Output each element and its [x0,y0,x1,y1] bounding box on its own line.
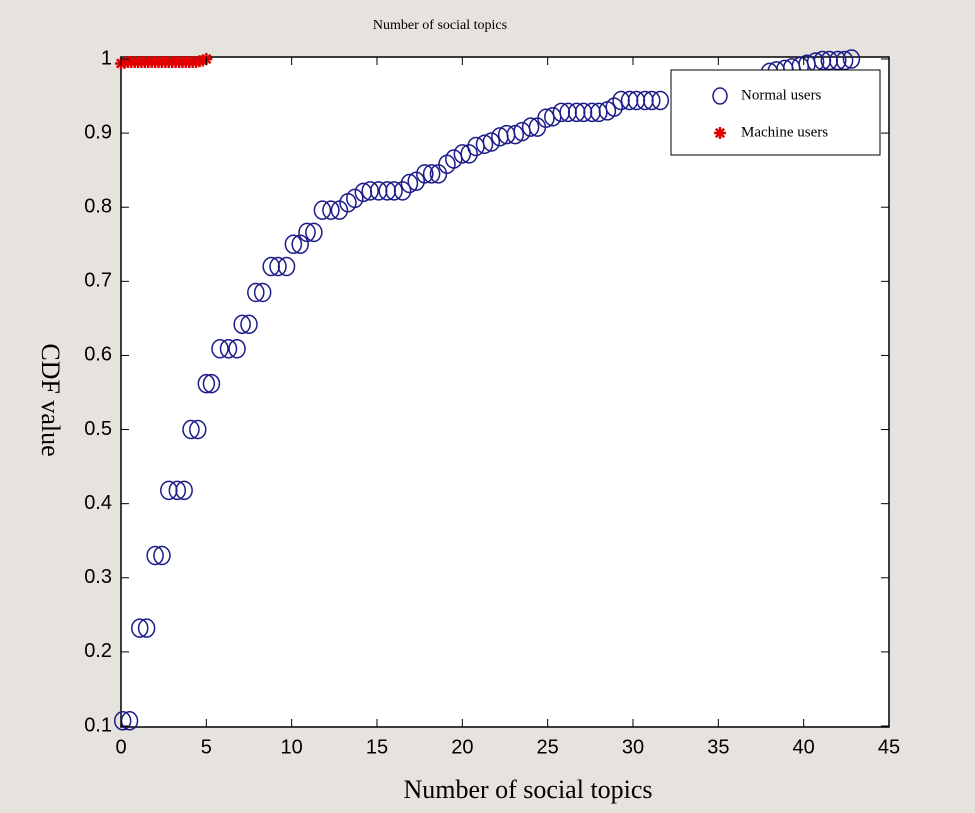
y-tick-label: 0.5 [84,418,112,440]
circle-point [175,480,193,501]
circle-point [247,282,265,303]
y-tick-label: 0.9 [84,121,112,143]
circle-point [219,339,238,359]
y-tick-label: 1 [101,47,112,69]
x-tick-label: 40 [793,736,815,758]
legend-label: Machine users [741,124,828,140]
x-tick-label: 20 [451,736,473,758]
circle-point [400,173,419,194]
x-tick-label: 10 [281,736,303,758]
y-axis-label: CDF value [36,343,65,456]
circle-point [298,222,316,243]
legend-marker [714,127,726,139]
circle-point [120,711,139,731]
x-tick-label: 45 [878,736,900,758]
circle-point [361,181,379,201]
circle-point [113,711,132,731]
circle-point [460,144,478,164]
circle-point [643,90,661,111]
circle-point [197,373,216,394]
circle-point [346,188,364,209]
circle-point [651,90,670,111]
circle-point [182,419,200,440]
legend-label: Normal users [741,87,822,103]
circle-point [385,181,403,201]
x-axis-label: Number of social topics [403,775,652,804]
y-tick-label: 0.6 [84,344,112,366]
circle-point [835,50,854,71]
circle-point [422,164,441,184]
chart-title: Number of social topics [373,18,507,33]
plot-area [120,56,890,728]
circle-point [137,618,156,638]
circle-point [521,117,540,137]
circle-point [277,256,296,277]
circle-point [269,256,287,277]
circle-point [189,419,207,440]
marks [113,49,861,731]
circle-point [168,480,187,501]
circle-point [829,50,847,71]
y-tick-label: 0.2 [84,640,112,662]
circle-point [146,545,164,566]
legend-marker [712,87,728,105]
x-tick-label: 30 [622,736,644,758]
y-tick-label: 0.7 [84,270,112,292]
circle-point [233,314,251,335]
x-tick-label: 35 [707,736,729,758]
circle-point [482,132,501,152]
circle-point [305,222,323,243]
x-tick-label: 25 [537,736,559,758]
circle-point [131,618,149,638]
circle-point [284,234,303,255]
y-tick-label: 0.1 [84,714,112,736]
circle-point [393,181,412,201]
circle-point [416,164,434,184]
x-tick-label: 0 [115,736,126,758]
circle-point [605,97,623,117]
y-tick-label: 0.8 [84,196,112,218]
circle-point [153,545,171,566]
x-tick-label: 15 [366,736,388,758]
x-tick-label: 5 [201,736,212,758]
circle-point [322,200,340,220]
star-point [196,54,209,67]
y-tick-label: 0.3 [84,566,112,588]
circle-point [475,134,494,154]
circle-point [211,339,229,359]
circle-point [842,49,861,69]
legend-box [670,69,881,156]
legend: Normal users Machine users [670,69,881,156]
circle-point [202,373,221,394]
circle-point [240,314,258,335]
circle-point [537,108,555,129]
circle-point [228,339,246,359]
circle-point [253,282,272,303]
circle-point [313,200,332,220]
y-tick-label: 0.4 [84,492,112,514]
